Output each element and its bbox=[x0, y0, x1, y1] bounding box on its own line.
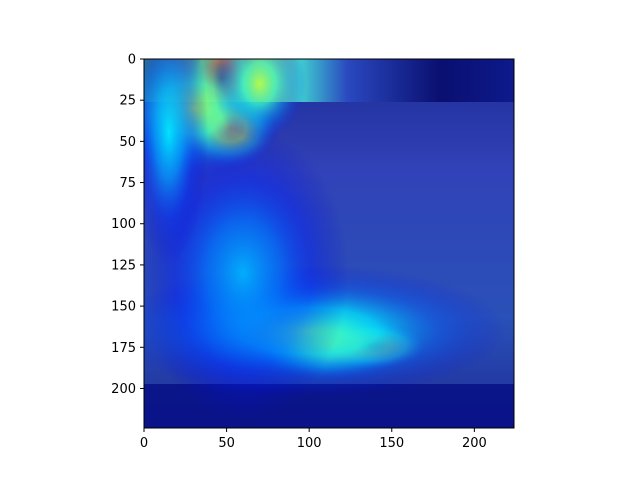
x-tick-label: 200 bbox=[462, 436, 487, 451]
y-tick-label: 25 bbox=[119, 94, 136, 109]
y-tick-label: 50 bbox=[119, 135, 136, 150]
plot-area bbox=[144, 59, 514, 428]
y-tick-label: 100 bbox=[111, 217, 136, 232]
heat-blob bbox=[213, 59, 306, 143]
y-tick-label: 175 bbox=[111, 341, 136, 356]
y-tick-label: 150 bbox=[111, 300, 136, 315]
x-tick-label: 150 bbox=[379, 436, 404, 451]
plot-frame bbox=[143, 58, 515, 429]
y-tick-label: 75 bbox=[119, 176, 136, 191]
x-tick-label: 0 bbox=[140, 436, 148, 451]
heat-layer bbox=[144, 59, 508, 422]
heat-blob bbox=[144, 59, 209, 265]
y-axis: 0 25 50 75 100 125 150 175 200 bbox=[111, 53, 144, 397]
x-tick-label: 100 bbox=[297, 436, 322, 451]
x-axis: 0 50 100 150 200 bbox=[140, 428, 487, 451]
y-tick-label: 200 bbox=[111, 382, 136, 397]
y-tick-label: 125 bbox=[111, 258, 136, 273]
x-tick-label: 50 bbox=[218, 436, 235, 451]
y-tick-label: 0 bbox=[128, 53, 136, 68]
